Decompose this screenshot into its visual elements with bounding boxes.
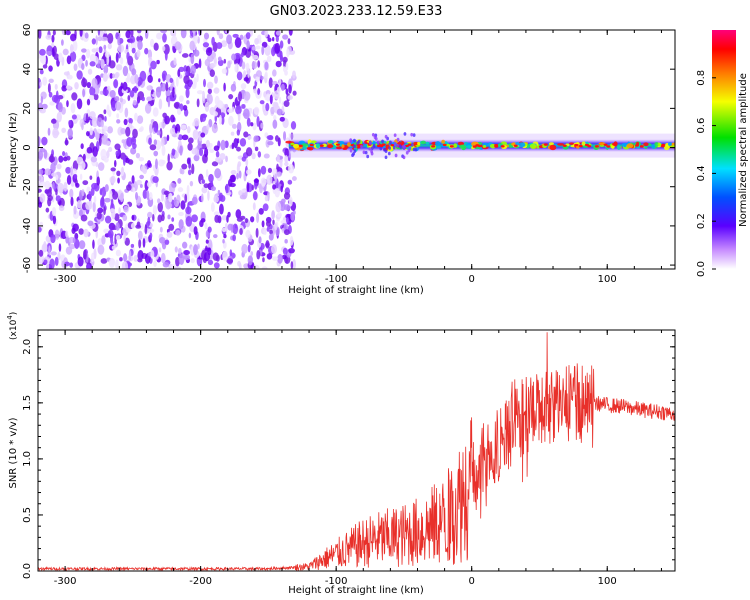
snr-y-tick-label: 0.0	[22, 563, 33, 579]
spectrogram-signal-band	[285, 132, 675, 160]
snr-x-tick-label: -200	[189, 576, 212, 587]
colorbar-ticks: 0.0 0.2 0.4 0.6 0.8	[696, 70, 716, 277]
snr-x-tick-label: 100	[598, 576, 617, 587]
spectrogram-y-tick-label: -60	[22, 257, 33, 273]
snr-frame	[37, 329, 676, 572]
snr-x-ticks: -300 -200 -100 0 100	[37, 330, 662, 587]
snr-y-tick-label: 1.5	[22, 395, 33, 411]
spectrogram-y-tick-label: 0	[22, 144, 33, 150]
colorbar-tick-label: 0.8	[696, 70, 707, 86]
spectrogram-x-label: Height of straight line (km)	[288, 285, 424, 296]
spectrogram-y-tick-label: -20	[22, 179, 33, 195]
spectrogram-x-tick-label: -200	[189, 274, 212, 285]
snr-panel: -300 -200 -100 0 100 0.0 0.5 1.0 1.5 2.0 Height …	[6, 312, 676, 596]
spectrogram-y-ticks: 60 40 20 0 -20 -40 -60	[22, 24, 675, 273]
snr-y-multiplier: (x104)	[6, 312, 19, 340]
snr-x-tick-label: -300	[54, 576, 77, 587]
spectrogram-x-tick-label: 100	[598, 274, 617, 285]
spectrogram-y-tick-label: 60	[22, 24, 33, 37]
snr-y-tick-label: 1.0	[22, 451, 33, 467]
colorbar-tick-label: 0.2	[696, 213, 707, 229]
snr-series-line	[38, 332, 675, 571]
spectrogram-y-tick-label: -40	[22, 218, 33, 234]
spectrogram-image	[38, 30, 675, 269]
spectrogram-noise-region	[38, 30, 297, 269]
spectrogram-x-tick-label: -100	[325, 274, 348, 285]
colorbar: 0.0 0.2 0.4 0.6 0.8 Normalized spectral ampl…	[696, 30, 749, 277]
colorbar-tick-label: 0.6	[696, 118, 707, 134]
snr-y-tick-label: 0.5	[22, 507, 33, 523]
figure-title: GN03.2023.233.12.59.E33	[270, 4, 443, 19]
snr-y-tick-label: 2.0	[22, 339, 33, 355]
colorbar-gradient	[712, 30, 736, 269]
spectrogram-y-label: Frequency (Hz)	[8, 112, 19, 188]
snr-x-tick-label: 0	[469, 576, 475, 587]
colorbar-tick-label: 0.0	[696, 261, 707, 277]
snr-x-label: Height of straight line (km)	[288, 585, 424, 596]
colorbar-tick-label: 0.4	[696, 165, 707, 181]
colorbar-label: Normalized spectral amplitude	[738, 73, 749, 227]
spectrogram-panel: -300 -200 -100 0 100 60 40 20 0 -20 -40 -60 Height…	[8, 24, 676, 296]
spectrogram-y-tick-label: 20	[22, 102, 33, 115]
snr-y-ticks: 0.0 0.5 1.0 1.5 2.0	[22, 335, 675, 579]
spectrogram-frame	[37, 29, 676, 270]
spectrogram-x-tick-label: -300	[54, 274, 77, 285]
spectrogram-x-tick-label: 0	[469, 274, 475, 285]
snr-y-label: SNR (10 * v/v)	[8, 417, 19, 488]
snr-x-tick-label: -100	[325, 576, 348, 587]
spectrogram-y-tick-label: 40	[22, 63, 33, 76]
